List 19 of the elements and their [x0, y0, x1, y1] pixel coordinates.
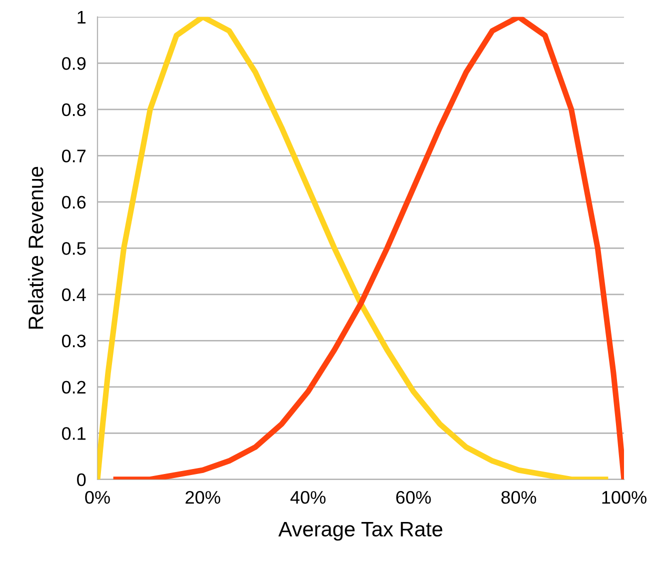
y-tick-label: 0.2 [62, 380, 86, 394]
y-tick-label: 0.6 [62, 196, 86, 209]
x-tick-label: 40% [290, 490, 326, 504]
y-tick-label: 0 [77, 473, 86, 486]
y-tick-label: 0.8 [62, 103, 86, 116]
x-tick-label: 20% [186, 490, 220, 504]
y-tick-label: 0.3 [62, 334, 86, 348]
x-tick-label: 80% [501, 490, 536, 504]
x-tick-label: 60% [396, 490, 431, 504]
x-tick-label: 0% [85, 490, 110, 504]
y-tick-label: 0.4 [62, 288, 86, 302]
y-tick-label: 0.7 [62, 150, 86, 162]
y-tick-label: 0.5 [62, 242, 86, 255]
y-tick-label: 1 [78, 11, 86, 24]
y-axis-title: Relative Revenue [28, 166, 44, 329]
y-tick-label: 0.1 [62, 427, 86, 440]
x-axis-title: Average Tax Rate [278, 522, 442, 541]
y-tick-label: 0.9 [62, 57, 86, 70]
x-tick-label: 100% [602, 490, 646, 504]
